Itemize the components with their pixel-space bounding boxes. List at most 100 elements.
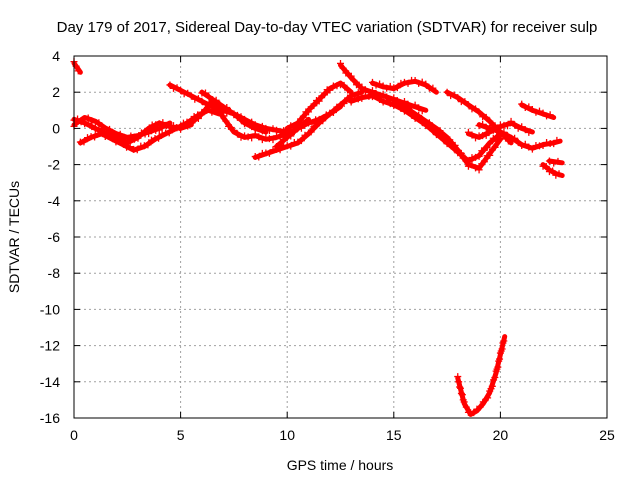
y-tick-label: 4	[52, 48, 60, 64]
data-point-marker	[518, 141, 526, 149]
data-point-marker	[329, 109, 337, 117]
data-point-marker	[84, 114, 92, 122]
data-point-marker	[258, 136, 266, 144]
data-point-marker	[460, 398, 468, 406]
data-point-marker	[208, 108, 216, 116]
data-point-marker	[404, 79, 412, 87]
data-point-marker	[552, 171, 560, 179]
y-tick-label: -4	[48, 193, 61, 209]
data-point-marker	[468, 131, 476, 139]
data-point-marker	[368, 87, 376, 95]
data-point-marker	[340, 81, 348, 89]
data-point-marker	[147, 136, 155, 144]
data-point-marker	[486, 151, 494, 159]
series-trace-16	[464, 117, 535, 142]
data-point-marker	[484, 394, 492, 402]
data-point-marker	[201, 89, 209, 97]
x-tick-label: 20	[493, 427, 509, 443]
data-point-marker	[77, 117, 85, 125]
data-point-marker	[106, 125, 114, 133]
series-trace-9	[283, 80, 354, 134]
y-tick-label: -8	[48, 265, 61, 281]
data-point-marker	[169, 125, 177, 133]
data-point-marker	[493, 133, 501, 141]
data-point-marker	[456, 383, 464, 391]
data-point-marker	[525, 103, 533, 111]
data-point-marker	[411, 101, 419, 109]
data-point-marker	[194, 115, 202, 123]
data-point-marker	[184, 89, 192, 97]
data-point-marker	[475, 152, 483, 160]
data-point-marker	[212, 96, 220, 104]
data-point-marker	[476, 403, 484, 411]
data-point-marker	[95, 119, 103, 127]
data-point-marker	[418, 116, 426, 124]
data-point-marker	[489, 124, 497, 132]
data-point-marker	[179, 119, 187, 127]
data-point-marker	[482, 123, 490, 131]
series-trace-18	[518, 100, 557, 120]
data-point-marker	[462, 155, 470, 163]
data-point-marker	[464, 128, 472, 136]
data-point-marker	[498, 345, 506, 353]
data-point-marker	[504, 122, 512, 130]
series-trace-20	[545, 157, 565, 167]
data-point-marker	[126, 143, 134, 151]
data-point-marker	[455, 378, 463, 386]
data-point-marker	[500, 128, 508, 136]
data-point-marker	[255, 133, 263, 141]
data-point-marker	[415, 104, 423, 112]
data-point-marker	[475, 108, 483, 116]
data-point-marker	[422, 80, 430, 88]
data-point-marker	[299, 113, 307, 121]
data-point-marker	[514, 124, 522, 132]
data-point-marker	[480, 158, 488, 166]
data-point-marker	[223, 103, 231, 111]
data-point-marker	[514, 138, 522, 146]
data-point-marker	[429, 123, 437, 131]
data-point-marker	[74, 67, 82, 75]
data-point-marker	[283, 126, 291, 134]
data-point-marker	[237, 133, 245, 141]
data-point-marker	[483, 144, 491, 152]
data-point-marker	[521, 126, 529, 134]
data-point-marker	[326, 110, 334, 118]
data-point-marker	[74, 118, 82, 126]
data-point-marker	[251, 125, 259, 133]
data-point-marker	[187, 117, 195, 125]
series-trace-19	[539, 162, 565, 179]
data-point-marker	[115, 137, 123, 145]
data-point-marker	[400, 78, 408, 86]
data-point-marker	[226, 108, 234, 116]
data-point-marker	[511, 134, 519, 142]
data-point-marker	[500, 337, 508, 345]
data-point-marker	[187, 92, 195, 100]
data-point-marker	[486, 117, 494, 125]
x-tick-label: 25	[599, 427, 615, 443]
y-tick-label: 2	[52, 84, 60, 100]
data-point-marker	[415, 79, 423, 87]
series-trace-7	[198, 89, 269, 135]
series-trace-21	[454, 334, 508, 417]
data-point-marker	[173, 84, 181, 92]
y-tick-label: -2	[48, 157, 61, 173]
data-point-marker	[297, 137, 305, 145]
data-point-marker	[429, 84, 437, 92]
data-point-marker	[255, 153, 263, 161]
data-point-marker	[119, 140, 127, 148]
data-point-marker	[368, 78, 376, 86]
data-point-marker	[134, 133, 142, 141]
data-point-marker	[337, 101, 344, 109]
data-point-marker	[462, 403, 470, 411]
data-point-marker	[145, 130, 153, 138]
data-point-marker	[464, 162, 472, 170]
data-point-marker	[518, 123, 526, 131]
data-point-marker	[553, 136, 561, 144]
data-point-marker	[301, 131, 309, 139]
y-axis-label: SDTVAR / TECUs	[6, 181, 22, 293]
data-point-marker	[354, 89, 362, 97]
data-point-marker	[233, 130, 241, 138]
data-point-marker	[109, 129, 117, 137]
data-point-marker	[379, 90, 387, 98]
data-point-marker	[539, 141, 547, 149]
